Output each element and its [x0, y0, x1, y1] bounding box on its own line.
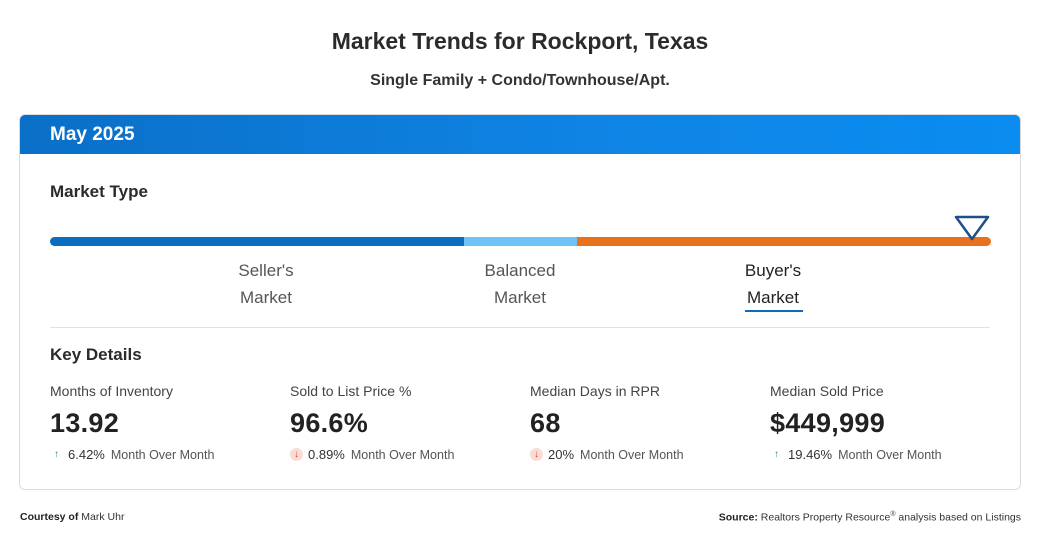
- seller-market-label: Seller's Market: [238, 261, 294, 307]
- metric-label: Median Days in RPR: [530, 383, 660, 399]
- metric-value: 96.6%: [290, 408, 369, 438]
- page-title: Market Trends for Rockport, Texas: [331, 28, 709, 54]
- source-text-suffix: analysis based on Listings: [895, 511, 1021, 524]
- buyer-market-bar: [577, 237, 991, 246]
- source-footer: Source: Realtors Property Resource® anal…: [719, 511, 1021, 524]
- metric-value: 68: [530, 408, 561, 438]
- change-period: Month Over Month: [580, 447, 684, 462]
- arrow-down-icon: ↓: [530, 448, 543, 461]
- arrow-down-icon: ↓: [290, 448, 303, 461]
- change-period: Month Over Month: [350, 447, 455, 462]
- change-percent: 19.46%: [788, 447, 833, 462]
- balanced-market-label: Balanced Market: [484, 261, 556, 307]
- metric-label: Median Sold Price: [770, 383, 884, 399]
- market-trends-card: May 2025 Market Type Seller's Market Bal…: [19, 114, 1021, 490]
- metric-median-sold-price: Median Sold Price $449,999 ↑ 19.46% Mont…: [770, 383, 1000, 462]
- courtesy-name: Mark Uhr: [81, 511, 125, 523]
- metric-value: 13.92: [50, 408, 120, 438]
- arrow-up-icon: ↑: [774, 449, 779, 460]
- change-period: Month Over Month: [110, 447, 215, 462]
- arrow-up-icon: ↑: [54, 449, 59, 460]
- period-header: May 2025: [20, 115, 1020, 154]
- metric-label: Months of Inventory: [50, 383, 173, 399]
- metric-label: Sold to List Price %: [290, 383, 412, 399]
- balanced-market-bar: [464, 237, 577, 246]
- market-indicator-icon: [954, 215, 990, 241]
- change-percent: 20%: [548, 447, 575, 462]
- metric-median-days-in-rpr: Median Days in RPR 68 ↓ 20% Month Over M…: [530, 383, 760, 462]
- selected-market-underline: [745, 310, 803, 312]
- metric-change: ↓ 0.89% Month Over Month: [290, 447, 520, 462]
- seller-market-bar: [50, 237, 464, 246]
- metric-change: ↑ 19.46% Month Over Month: [770, 447, 1000, 462]
- section-divider: [50, 327, 990, 328]
- page-subtitle: Single Family + Condo/Townhouse/Apt.: [370, 72, 670, 89]
- source-label: Source:: [718, 511, 758, 524]
- courtesy-footer: Courtesy of Mark Uhr: [20, 511, 124, 523]
- buyer-market-label: Buyer's Market: [744, 261, 802, 307]
- courtesy-label: Courtesy of: [20, 511, 79, 523]
- market-type-heading: Market Type: [50, 182, 148, 201]
- change-period: Month Over Month: [838, 447, 942, 462]
- metric-change: ↓ 20% Month Over Month: [530, 447, 760, 462]
- change-percent: 6.42%: [68, 447, 105, 462]
- metric-change: ↑ 6.42% Month Over Month: [50, 447, 280, 462]
- metric-value: $449,999: [770, 408, 886, 438]
- change-percent: 0.89%: [308, 447, 345, 462]
- registered-mark: ®: [890, 511, 896, 518]
- source-text: Realtors Property Resource: [760, 511, 891, 524]
- key-details-heading: Key Details: [50, 345, 142, 364]
- metric-sold-to-list-price: Sold to List Price % 96.6% ↓ 0.89% Month…: [290, 383, 520, 462]
- metric-months-of-inventory: Months of Inventory 13.92 ↑ 6.42% Month …: [50, 383, 280, 462]
